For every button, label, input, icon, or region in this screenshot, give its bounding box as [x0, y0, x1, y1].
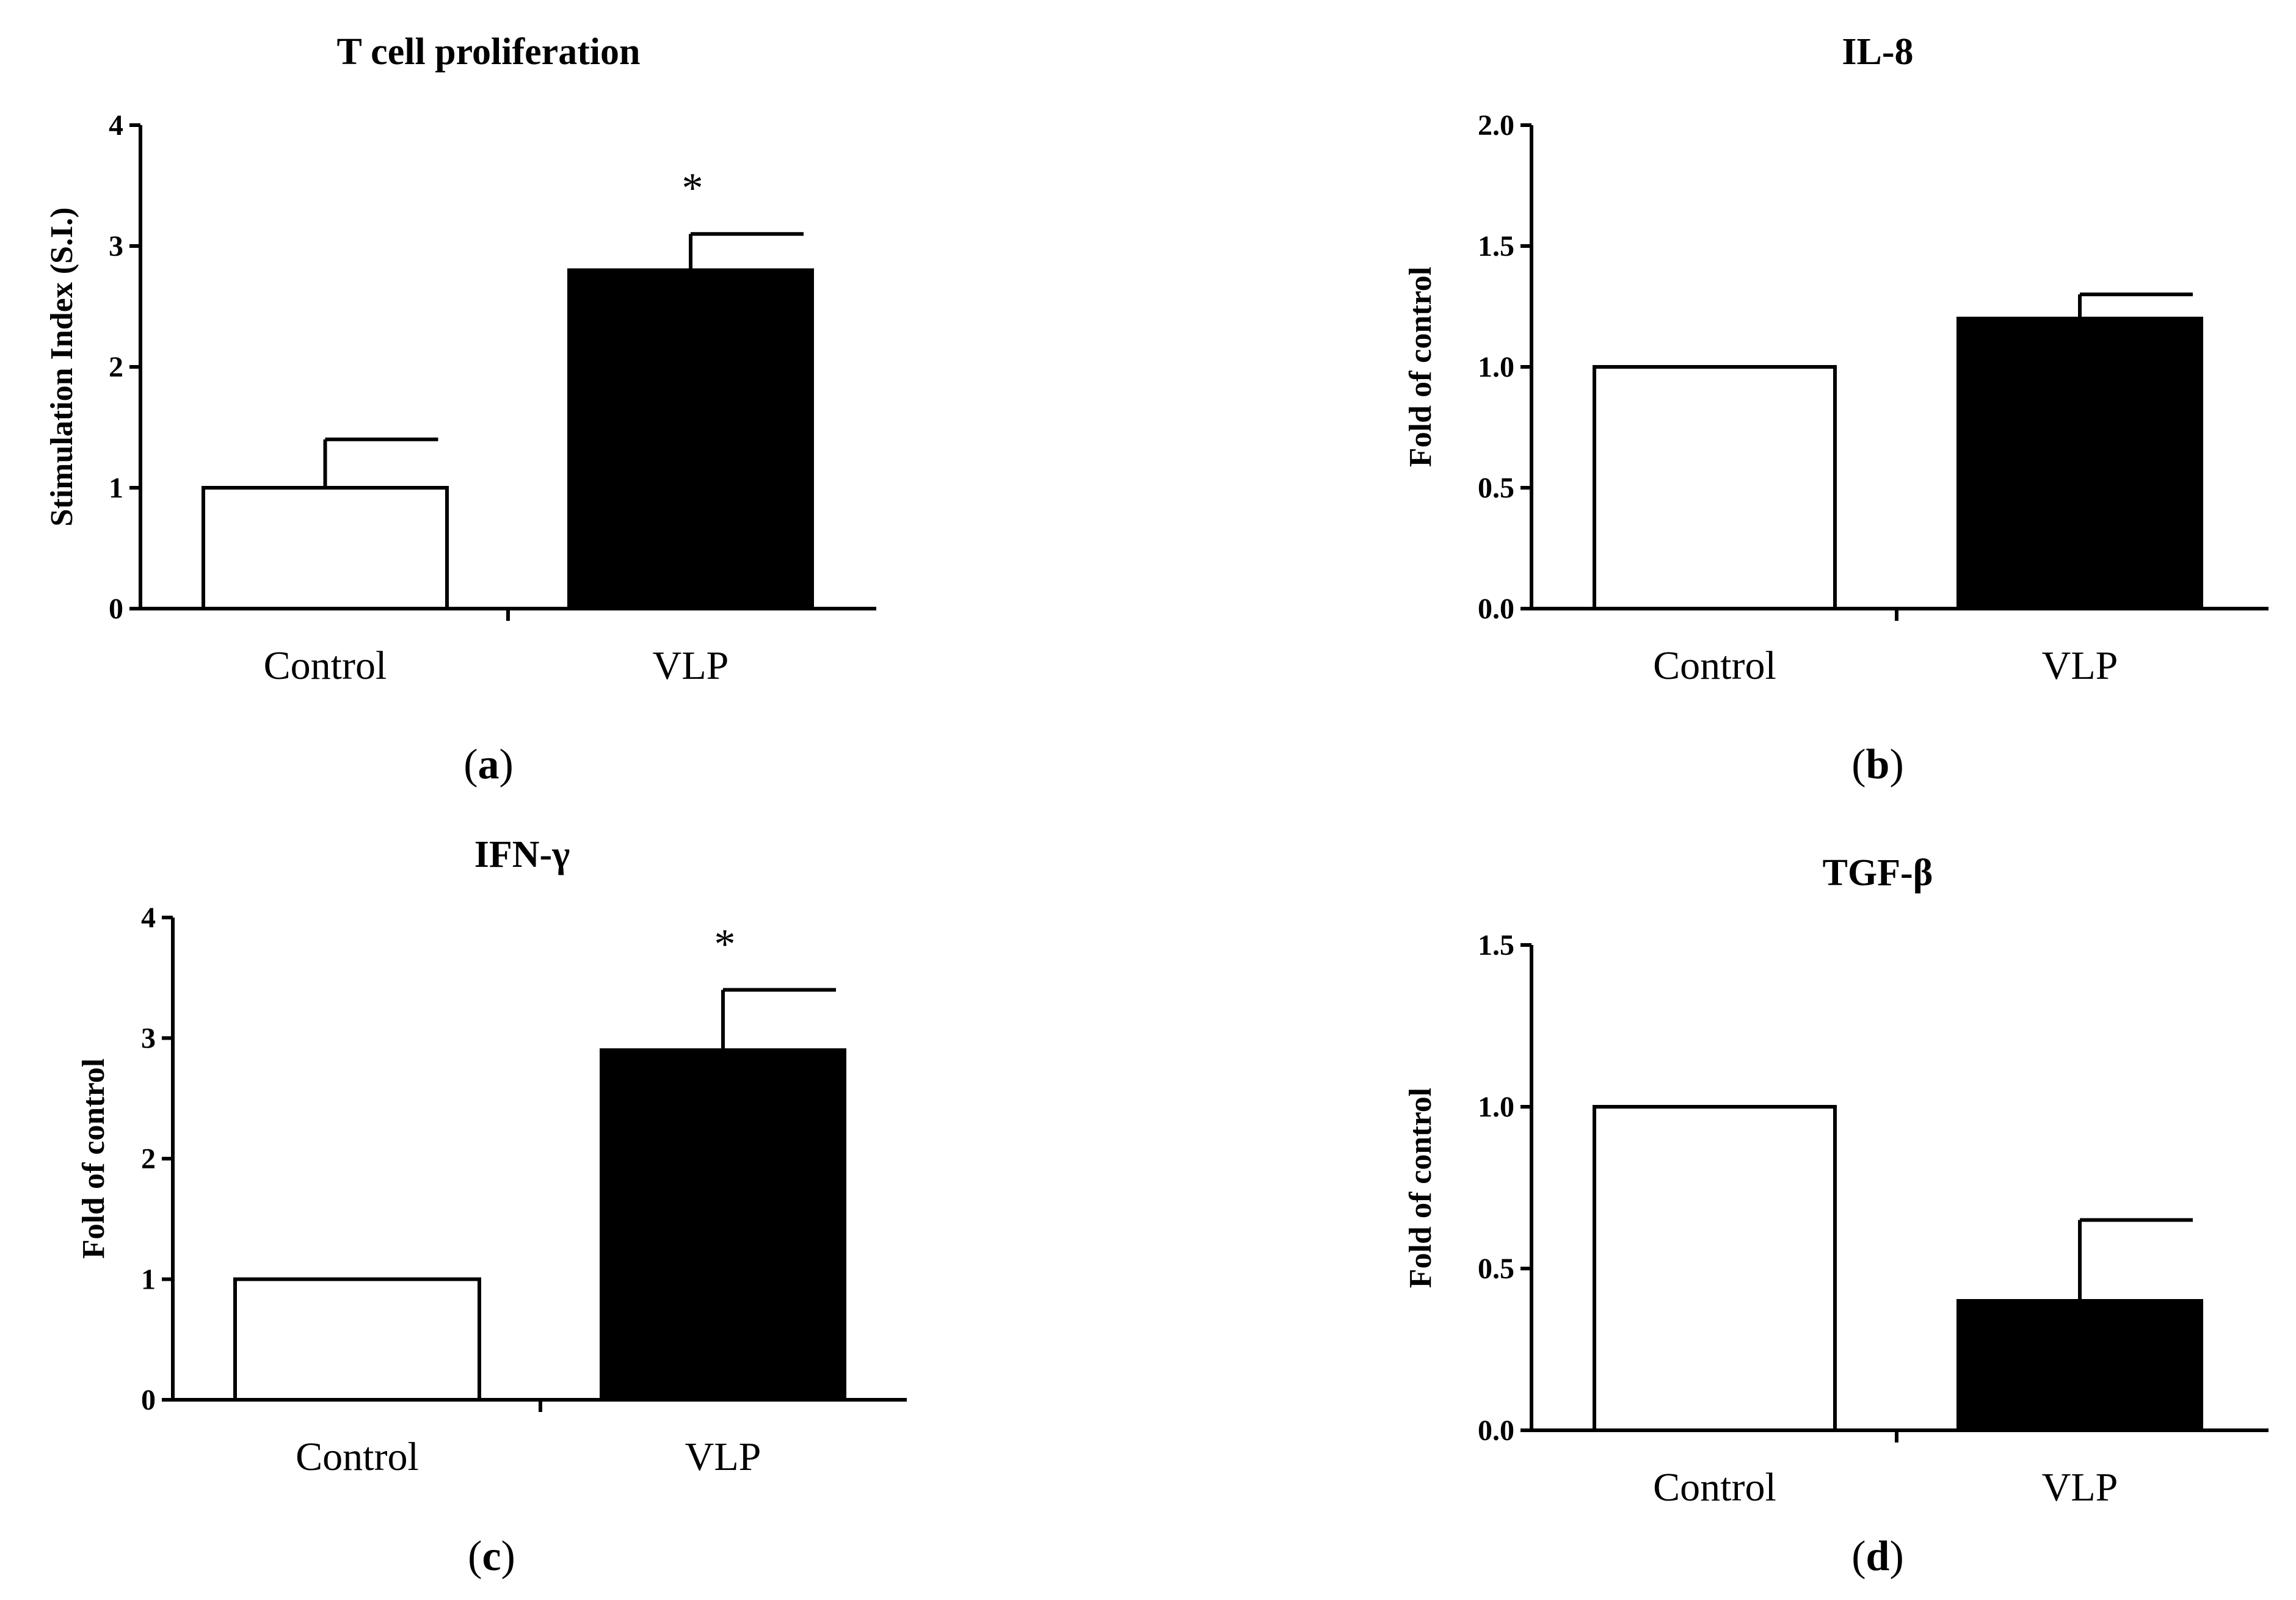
bar-control: [202, 486, 449, 610]
y-tick-label: 0: [109, 593, 123, 625]
y-tick-label: 2.0: [1478, 109, 1514, 142]
significance-marker: *: [682, 165, 703, 212]
x-tick-label: VLP: [2042, 643, 2118, 688]
y-tick-label: 0.0: [1478, 593, 1514, 625]
y-tick-label: 1.5: [1478, 230, 1514, 262]
chart-title: TGF-β: [1823, 852, 1933, 894]
y-tick-label: 4: [109, 109, 123, 142]
y-tick-label: 3: [109, 230, 123, 262]
y-axis-label: Fold of control: [1403, 267, 1438, 467]
x-tick-label: Control: [264, 643, 387, 688]
x-tick-label: Control: [296, 1435, 419, 1479]
y-tick-label: 1: [141, 1264, 156, 1296]
y-tick-label: 1.0: [1478, 1091, 1514, 1123]
y-tick-label: 0.5: [1478, 472, 1514, 504]
bar-control: [1593, 1105, 1837, 1432]
chart-panel-b: IL-8 Fold of control 0.0 0.5 1.0 1.5 2.0 Contro…: [1403, 31, 2269, 788]
bar-vlp: [600, 1048, 846, 1402]
y-tick-label: 2: [141, 1143, 156, 1175]
y-tick-label: 0: [141, 1384, 156, 1416]
chart-panel-c: IFN-γ Fold of control 0 1 2 3 4 Control VLP * (c): [76, 834, 907, 1580]
chart-title: IFN-γ: [474, 834, 570, 875]
y-axis-label: Fold of control: [76, 1059, 111, 1259]
chart-panel-a: T cell proliferation Stimulation Index (S…: [45, 31, 876, 788]
panel-label: (b): [1851, 741, 1904, 788]
bar-control: [1593, 365, 1837, 610]
y-tick-label: 2: [109, 351, 123, 383]
y-tick-label: 4: [141, 902, 156, 934]
chart-title: T cell proliferation: [336, 31, 640, 73]
chart-panel-d: TGF-β Fold of control 0.0 0.5 1.0 1.5 Control V…: [1403, 852, 2269, 1580]
y-axis-label: Fold of control: [1403, 1088, 1438, 1288]
y-tick-label: 1.0: [1478, 351, 1514, 383]
x-tick-label: VLP: [2042, 1465, 2118, 1510]
x-tick-label: VLP: [653, 643, 729, 688]
y-axis-label: Stimulation Index (S.I.): [45, 208, 79, 527]
bar-vlp: [1956, 316, 2203, 610]
x-tick-label: VLP: [685, 1435, 761, 1479]
panel-label: (c): [468, 1533, 515, 1580]
y-tick-label: 3: [141, 1023, 156, 1055]
significance-marker: *: [714, 921, 736, 968]
bar-control: [233, 1277, 481, 1402]
y-tick-label: 0.5: [1478, 1253, 1514, 1285]
y-tick-label: 1: [109, 472, 123, 504]
bar-vlp: [1956, 1299, 2203, 1432]
bar-vlp: [567, 268, 814, 611]
panel-label: (a): [463, 741, 514, 788]
chart-title: IL-8: [1842, 31, 1913, 73]
y-tick-label: 0.0: [1478, 1414, 1514, 1447]
y-tick-label: 1.5: [1478, 929, 1514, 961]
panel-label: (d): [1851, 1533, 1904, 1580]
x-tick-label: Control: [1653, 1465, 1776, 1510]
x-tick-label: Control: [1653, 643, 1776, 688]
